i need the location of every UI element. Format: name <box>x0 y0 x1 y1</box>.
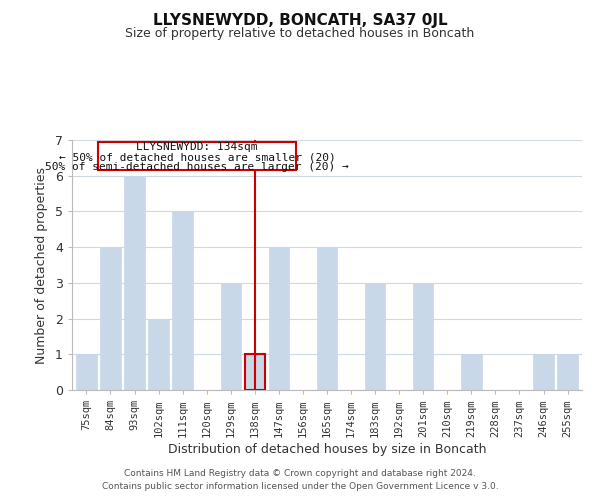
Bar <box>76 354 97 390</box>
Bar <box>365 283 385 390</box>
Text: Contains public sector information licensed under the Open Government Licence v : Contains public sector information licen… <box>101 482 499 491</box>
Bar <box>245 354 265 390</box>
Text: Size of property relative to detached houses in Boncath: Size of property relative to detached ho… <box>125 28 475 40</box>
Bar <box>317 247 337 390</box>
Text: Contains HM Land Registry data © Crown copyright and database right 2024.: Contains HM Land Registry data © Crown c… <box>124 468 476 477</box>
FancyBboxPatch shape <box>98 142 296 171</box>
Bar <box>533 354 554 390</box>
Text: 50% of semi-detached houses are larger (20) →: 50% of semi-detached houses are larger (… <box>45 162 349 172</box>
Bar <box>461 354 482 390</box>
Text: LLYSNEWYDD: 134sqm: LLYSNEWYDD: 134sqm <box>136 142 258 152</box>
Text: ← 50% of detached houses are smaller (20): ← 50% of detached houses are smaller (20… <box>59 152 335 162</box>
Bar <box>557 354 578 390</box>
Bar <box>413 283 433 390</box>
Bar <box>100 247 121 390</box>
Text: LLYSNEWYDD, BONCATH, SA37 0JL: LLYSNEWYDD, BONCATH, SA37 0JL <box>152 12 448 28</box>
X-axis label: Distribution of detached houses by size in Boncath: Distribution of detached houses by size … <box>168 444 486 456</box>
Y-axis label: Number of detached properties: Number of detached properties <box>35 166 48 364</box>
Bar <box>245 354 265 390</box>
Bar <box>148 318 169 390</box>
Bar <box>269 247 289 390</box>
Bar <box>221 283 241 390</box>
Bar <box>172 212 193 390</box>
Bar <box>124 176 145 390</box>
